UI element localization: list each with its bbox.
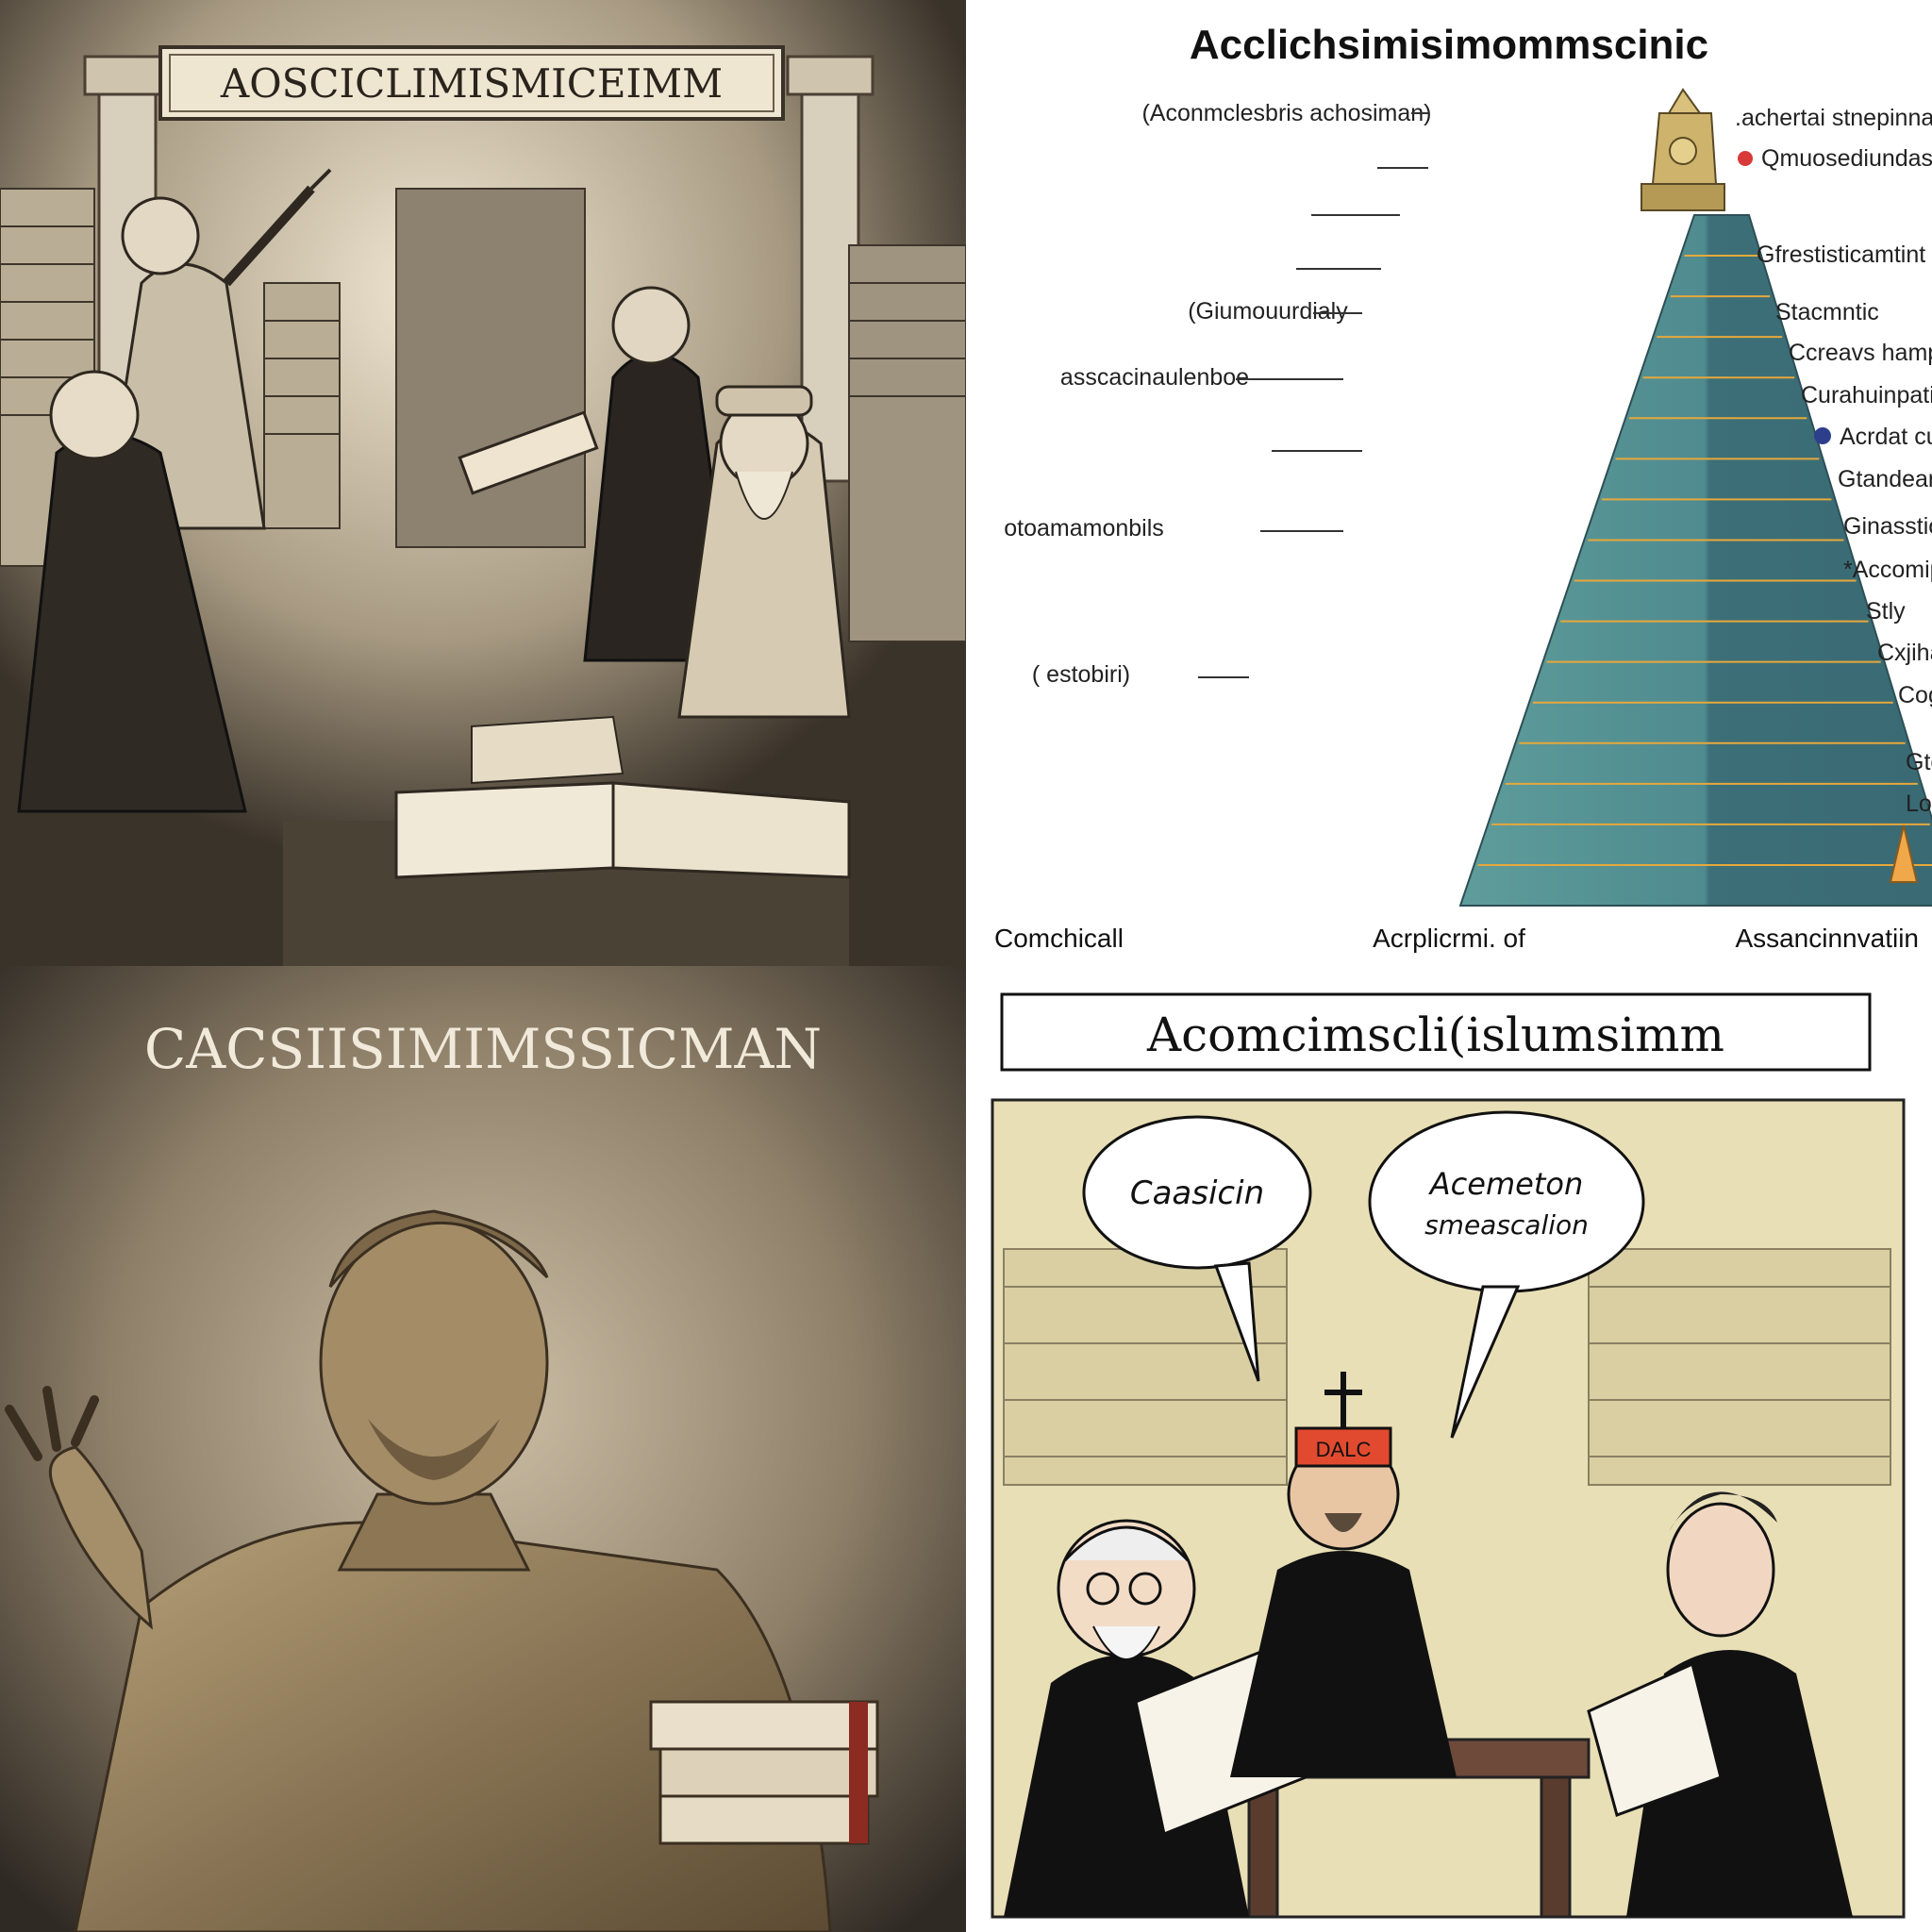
left-label-5: ( estobiri) — [1032, 661, 1130, 688]
hat-text: DALC — [1316, 1438, 1372, 1461]
pyramid-diagram: Acclichsimisimommscinic (Aconmclesbris a… — [994, 22, 1932, 953]
bottom-label-right: Assancinnvatiin — [1735, 924, 1919, 953]
right-label-11: Stly — [1866, 598, 1906, 625]
left-labels: (Aconmclesbris achosiman) (Giumouurdialy… — [1004, 100, 1431, 688]
scholar-seated-left — [17, 370, 247, 813]
character-center-cleric: DALC — [1230, 1372, 1457, 1777]
open-book-large — [283, 715, 851, 966]
book-stacks-right — [395, 188, 966, 642]
pyramid-title: Acclichsimisimommscinic — [1190, 22, 1708, 68]
right-label-1: .achertai stnepinna nc cohnilc — [1735, 105, 1932, 131]
right-label-15: Lotisets — [1906, 791, 1932, 817]
right-label-7: Acrdat curviulatiny — [1840, 424, 1932, 450]
right-label-9: Ginasstionpent ydishtic — [1843, 513, 1932, 540]
panel-statue-poster: CACSIISIMIMSSICMAN — [0, 966, 966, 1932]
left-label-2: (Giumouurdialy — [1188, 298, 1348, 325]
engraving-illustration: AOSCICLIMISMICEIMM — [0, 0, 966, 966]
right-label-5: Ccreavs hamperqincamchtc — [1789, 340, 1932, 366]
right-label-13: Cogh — [1898, 682, 1932, 708]
right-labels: .achertai stnepinna nc cohnilc Qmuosediu… — [1735, 105, 1932, 817]
cartoon-title: Acomcimscli(islumsimm — [1146, 1008, 1724, 1062]
scholar-bearded-right — [677, 385, 851, 719]
left-label-4: otoamamonbils — [1004, 515, 1164, 541]
bubble-right-line2: smeascalion — [1424, 1209, 1589, 1241]
right-label-14: Gteaardlay — [1906, 749, 1932, 775]
right-label-10: *Accomipenrtiy — [1843, 557, 1932, 583]
orange-cone-icon — [1889, 824, 1919, 883]
left-label-3: asscacinaulenboe — [1060, 364, 1249, 391]
character-right-scholar — [1587, 1491, 1853, 1917]
bottom-label-center: Acrplicrmi. of — [1373, 924, 1525, 953]
cartoon-title-box — [1000, 992, 1872, 1072]
right-label-8: Gtandeansy — [1838, 466, 1932, 492]
speech-bubble-right: Acemeton smeascalion — [1368, 1110, 1645, 1439]
left-leader-lines — [1198, 112, 1428, 678]
right-label-6: Curahuinpatioiis — [1801, 382, 1932, 408]
right-label-2: Qmuosediundascon — [1761, 145, 1932, 172]
panel-scholars-engraving: AOSCICLIMISMICEIMM — [0, 0, 966, 966]
poster-title: CACSIISIMIMSSICMAN — [144, 1017, 822, 1081]
bubble-left-text: Caasicin — [1130, 1174, 1264, 1212]
bottom-labels: Comchicall Acrplicrmi. of Assancinnvatii… — [994, 924, 1919, 953]
title-banner: AOSCICLIMISMICEIMM — [158, 45, 785, 121]
pyramid-body — [1458, 214, 1932, 907]
statue-illustration: CACSIISIMIMSSICMAN — [0, 966, 966, 1932]
right-column — [786, 55, 874, 483]
right-label-3: Gfrestisticamtint — [1757, 242, 1925, 268]
books-held — [649, 1700, 879, 1845]
panel-cartoon: Acomcimscli(islumsimm Caasicin Acemeton … — [966, 966, 1932, 1932]
bubble-right-line1: Acemeton — [1428, 1166, 1583, 1202]
bottom-label-left: Comchicall — [994, 924, 1124, 953]
pyramid-capstone — [1641, 88, 1725, 211]
right-label-12: Cxjihantion — [1877, 640, 1932, 666]
right-label-4: Stacmntic — [1775, 299, 1879, 325]
blue-dot-icon — [1814, 427, 1831, 444]
left-label-1: (Aconmclesbris achosiman) — [1141, 100, 1431, 126]
pyramid-stripes — [1477, 255, 1932, 866]
speech-bubble-left: Caasicin — [1082, 1115, 1312, 1382]
banner-title: AOSCICLIMISMICEIMM — [220, 60, 723, 107]
red-dot-icon — [1738, 151, 1753, 166]
statue-figure — [5, 1209, 832, 1932]
cartoon-illustration: Acomcimscli(islumsimm Caasicin Acemeton … — [991, 992, 1906, 1919]
panel-pyramid-diagram: Acclichsimisimommscinic (Aconmclesbris a… — [966, 0, 1932, 966]
